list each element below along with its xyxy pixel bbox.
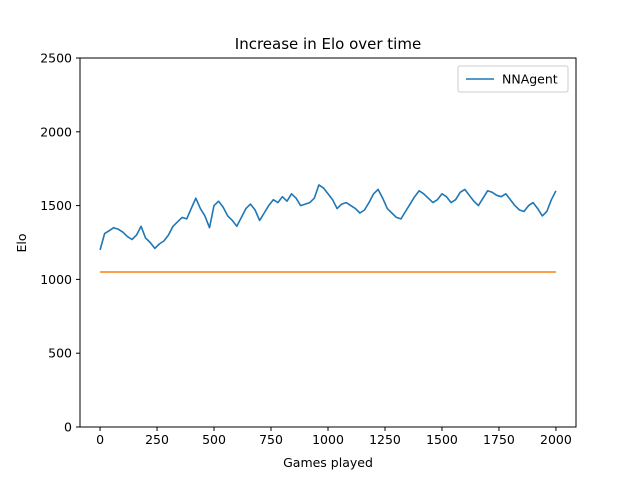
legend: NNAgent <box>457 65 569 93</box>
plot-area <box>99 184 557 273</box>
y-tick-label: 2000 <box>40 124 72 139</box>
x-tick-label: 750 <box>259 432 283 447</box>
chart-title: Increase in Elo over time <box>235 35 421 53</box>
y-tick-label: 1500 <box>40 198 72 213</box>
x-axis-label: Games played <box>283 455 373 470</box>
y-axis-label: Elo <box>14 233 29 252</box>
x-tick-label: 1500 <box>426 432 458 447</box>
x-axis-ticks: 0 250 500 750 1000 1250 1500 1750 2000 <box>96 427 572 447</box>
x-tick-label: 1250 <box>369 432 401 447</box>
x-tick-label: 250 <box>145 432 169 447</box>
legend-box <box>457 65 569 93</box>
y-tick-label: 0 <box>64 420 72 435</box>
y-tick-label: 2500 <box>40 51 72 66</box>
x-tick-label: 2000 <box>540 432 572 447</box>
x-tick-label: 1750 <box>483 432 515 447</box>
series-line-0 <box>99 184 557 251</box>
x-tick-label: 0 <box>96 432 104 447</box>
x-tick-label: 500 <box>202 432 226 447</box>
y-tick-label: 1000 <box>40 272 72 287</box>
legend-entry-label: NNAgent <box>502 72 558 87</box>
y-axis-ticks: 0 500 1000 1500 2000 2500 <box>40 51 80 435</box>
x-tick-label: 1000 <box>312 432 344 447</box>
y-tick-label: 500 <box>48 346 72 361</box>
